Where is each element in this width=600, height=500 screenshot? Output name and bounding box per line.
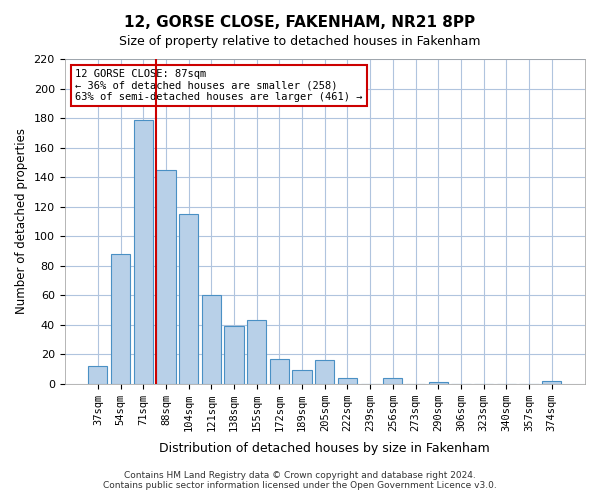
Bar [247, 320, 266, 384]
Text: Size of property relative to detached houses in Fakenham: Size of property relative to detached ho… [119, 35, 481, 48]
Bar [428, 382, 448, 384]
Y-axis label: Number of detached properties: Number of detached properties [15, 128, 28, 314]
Bar [134, 120, 153, 384]
Bar [179, 214, 198, 384]
Bar [202, 295, 221, 384]
Text: 12 GORSE CLOSE: 87sqm
← 36% of detached houses are smaller (258)
63% of semi-det: 12 GORSE CLOSE: 87sqm ← 36% of detached … [75, 68, 362, 102]
Bar [111, 254, 130, 384]
X-axis label: Distribution of detached houses by size in Fakenham: Distribution of detached houses by size … [160, 442, 490, 455]
Bar [315, 360, 334, 384]
Bar [292, 370, 312, 384]
Bar [542, 380, 562, 384]
Bar [224, 326, 244, 384]
Bar [88, 366, 107, 384]
Bar [270, 358, 289, 384]
Bar [156, 170, 176, 384]
Bar [383, 378, 403, 384]
Bar [338, 378, 357, 384]
Text: 12, GORSE CLOSE, FAKENHAM, NR21 8PP: 12, GORSE CLOSE, FAKENHAM, NR21 8PP [124, 15, 476, 30]
Text: Contains HM Land Registry data © Crown copyright and database right 2024.
Contai: Contains HM Land Registry data © Crown c… [103, 470, 497, 490]
